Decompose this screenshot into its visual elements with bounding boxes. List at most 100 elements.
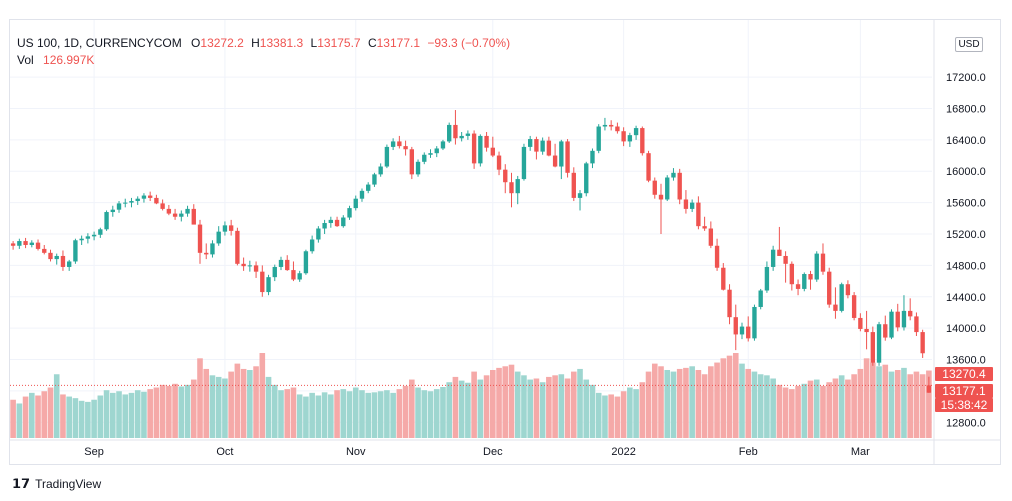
candle-body	[889, 311, 894, 338]
candle-body	[789, 263, 795, 285]
volume-bar	[128, 392, 135, 438]
candle-body	[123, 202, 128, 204]
candle-body	[359, 190, 365, 199]
y-tick-label: 16400.0	[946, 135, 986, 147]
candle-body	[689, 202, 695, 209]
y-tick-label: 12800.0	[946, 417, 986, 429]
volume-bar	[253, 366, 259, 438]
candle-body	[334, 219, 340, 227]
volume-bar	[66, 396, 72, 438]
candle-body	[746, 326, 751, 339]
volume-bar	[795, 385, 801, 438]
brand-name[interactable]: TradingView	[35, 477, 102, 491]
volume-bar	[290, 387, 297, 438]
candle-body	[191, 208, 196, 225]
volume-bar	[907, 374, 913, 438]
volume-bar	[726, 355, 733, 438]
candle-body	[79, 238, 84, 241]
currency-badge[interactable]: USD	[955, 37, 983, 52]
y-tick-label: 13600.0	[946, 355, 986, 367]
volume-bar	[882, 364, 889, 438]
candle-body	[764, 266, 770, 291]
volume-bar	[708, 366, 714, 438]
candle-body	[378, 166, 383, 175]
volume-bar	[303, 396, 309, 438]
close-value: 13177.1	[376, 36, 421, 50]
volume-bar	[240, 368, 247, 438]
volume-bar	[234, 363, 241, 438]
volume-bar	[35, 395, 41, 438]
volume-bar	[134, 390, 141, 438]
candle-body	[571, 172, 576, 198]
volume-bar	[901, 367, 907, 438]
volume-bar	[695, 370, 702, 438]
y-tick-label: 16800.0	[946, 103, 986, 115]
close-label: C	[367, 36, 377, 50]
candle-body	[820, 253, 826, 272]
candle-body	[577, 193, 583, 198]
candle-body	[35, 242, 41, 249]
candle-body	[864, 328, 869, 333]
candle-body	[926, 385, 932, 393]
candle-body	[372, 174, 377, 185]
volume-bar	[184, 384, 191, 438]
candle-body	[98, 229, 103, 235]
candle-body	[216, 231, 221, 244]
candle-body	[197, 224, 203, 253]
candle-body	[608, 124, 614, 127]
volume-bar	[359, 390, 365, 438]
candle-body	[204, 252, 209, 255]
volume-bar	[739, 363, 745, 438]
candle-body	[447, 124, 452, 142]
candle-body	[827, 271, 832, 305]
candle-body	[384, 146, 390, 167]
candle-body	[316, 228, 321, 240]
symbol-label[interactable]: US 100, 1D, CURRENCYCOM	[17, 36, 182, 50]
volume-bar	[458, 380, 465, 438]
volume-bar	[595, 392, 602, 438]
candle-body	[876, 324, 882, 363]
countdown-tag: 15:38:42	[935, 398, 993, 412]
volume-bar	[683, 367, 689, 438]
candle-body	[802, 274, 807, 289]
candle-body	[665, 177, 670, 200]
volume-bar	[22, 396, 29, 438]
volume-bar	[97, 395, 104, 438]
candle-body	[10, 243, 16, 246]
volume-bar	[91, 399, 97, 438]
candle-body	[696, 202, 701, 227]
x-tick-label: Sep	[84, 446, 104, 458]
volume-bar	[888, 371, 895, 438]
candle-body	[633, 128, 639, 136]
candle-body	[777, 249, 782, 256]
volume-legend: Vol 126.997K	[17, 53, 94, 67]
candle-body	[67, 261, 72, 267]
candle-body	[135, 198, 140, 202]
volume-bar	[29, 392, 35, 438]
candle-body	[752, 306, 757, 339]
volume-bar	[390, 392, 396, 438]
volume-bar	[851, 374, 857, 438]
candle-body	[640, 128, 645, 154]
volume-bar	[278, 390, 284, 438]
change-value: −93.3 (−0.70%)	[427, 36, 511, 50]
low-label: L	[310, 36, 318, 50]
volume-bar	[826, 382, 833, 438]
candle-body	[895, 311, 900, 328]
volume-bar	[409, 379, 415, 438]
candle-body	[409, 149, 414, 175]
volume-bar	[421, 390, 428, 438]
volume-bar	[365, 392, 372, 438]
y-tick-label: 15600.0	[946, 198, 986, 210]
volume-bar	[514, 371, 521, 438]
candle-body	[353, 198, 358, 209]
volume-bar	[122, 394, 129, 438]
volume-bar	[845, 379, 851, 438]
volume-bar	[60, 394, 66, 438]
candle-body	[515, 179, 520, 194]
tradingview-logo-icon[interactable]: 𝟭𝟳	[12, 476, 31, 491]
low-value: 13175.7	[317, 36, 361, 50]
volume-label[interactable]: Vol	[17, 53, 34, 67]
volume-bar	[757, 374, 764, 438]
